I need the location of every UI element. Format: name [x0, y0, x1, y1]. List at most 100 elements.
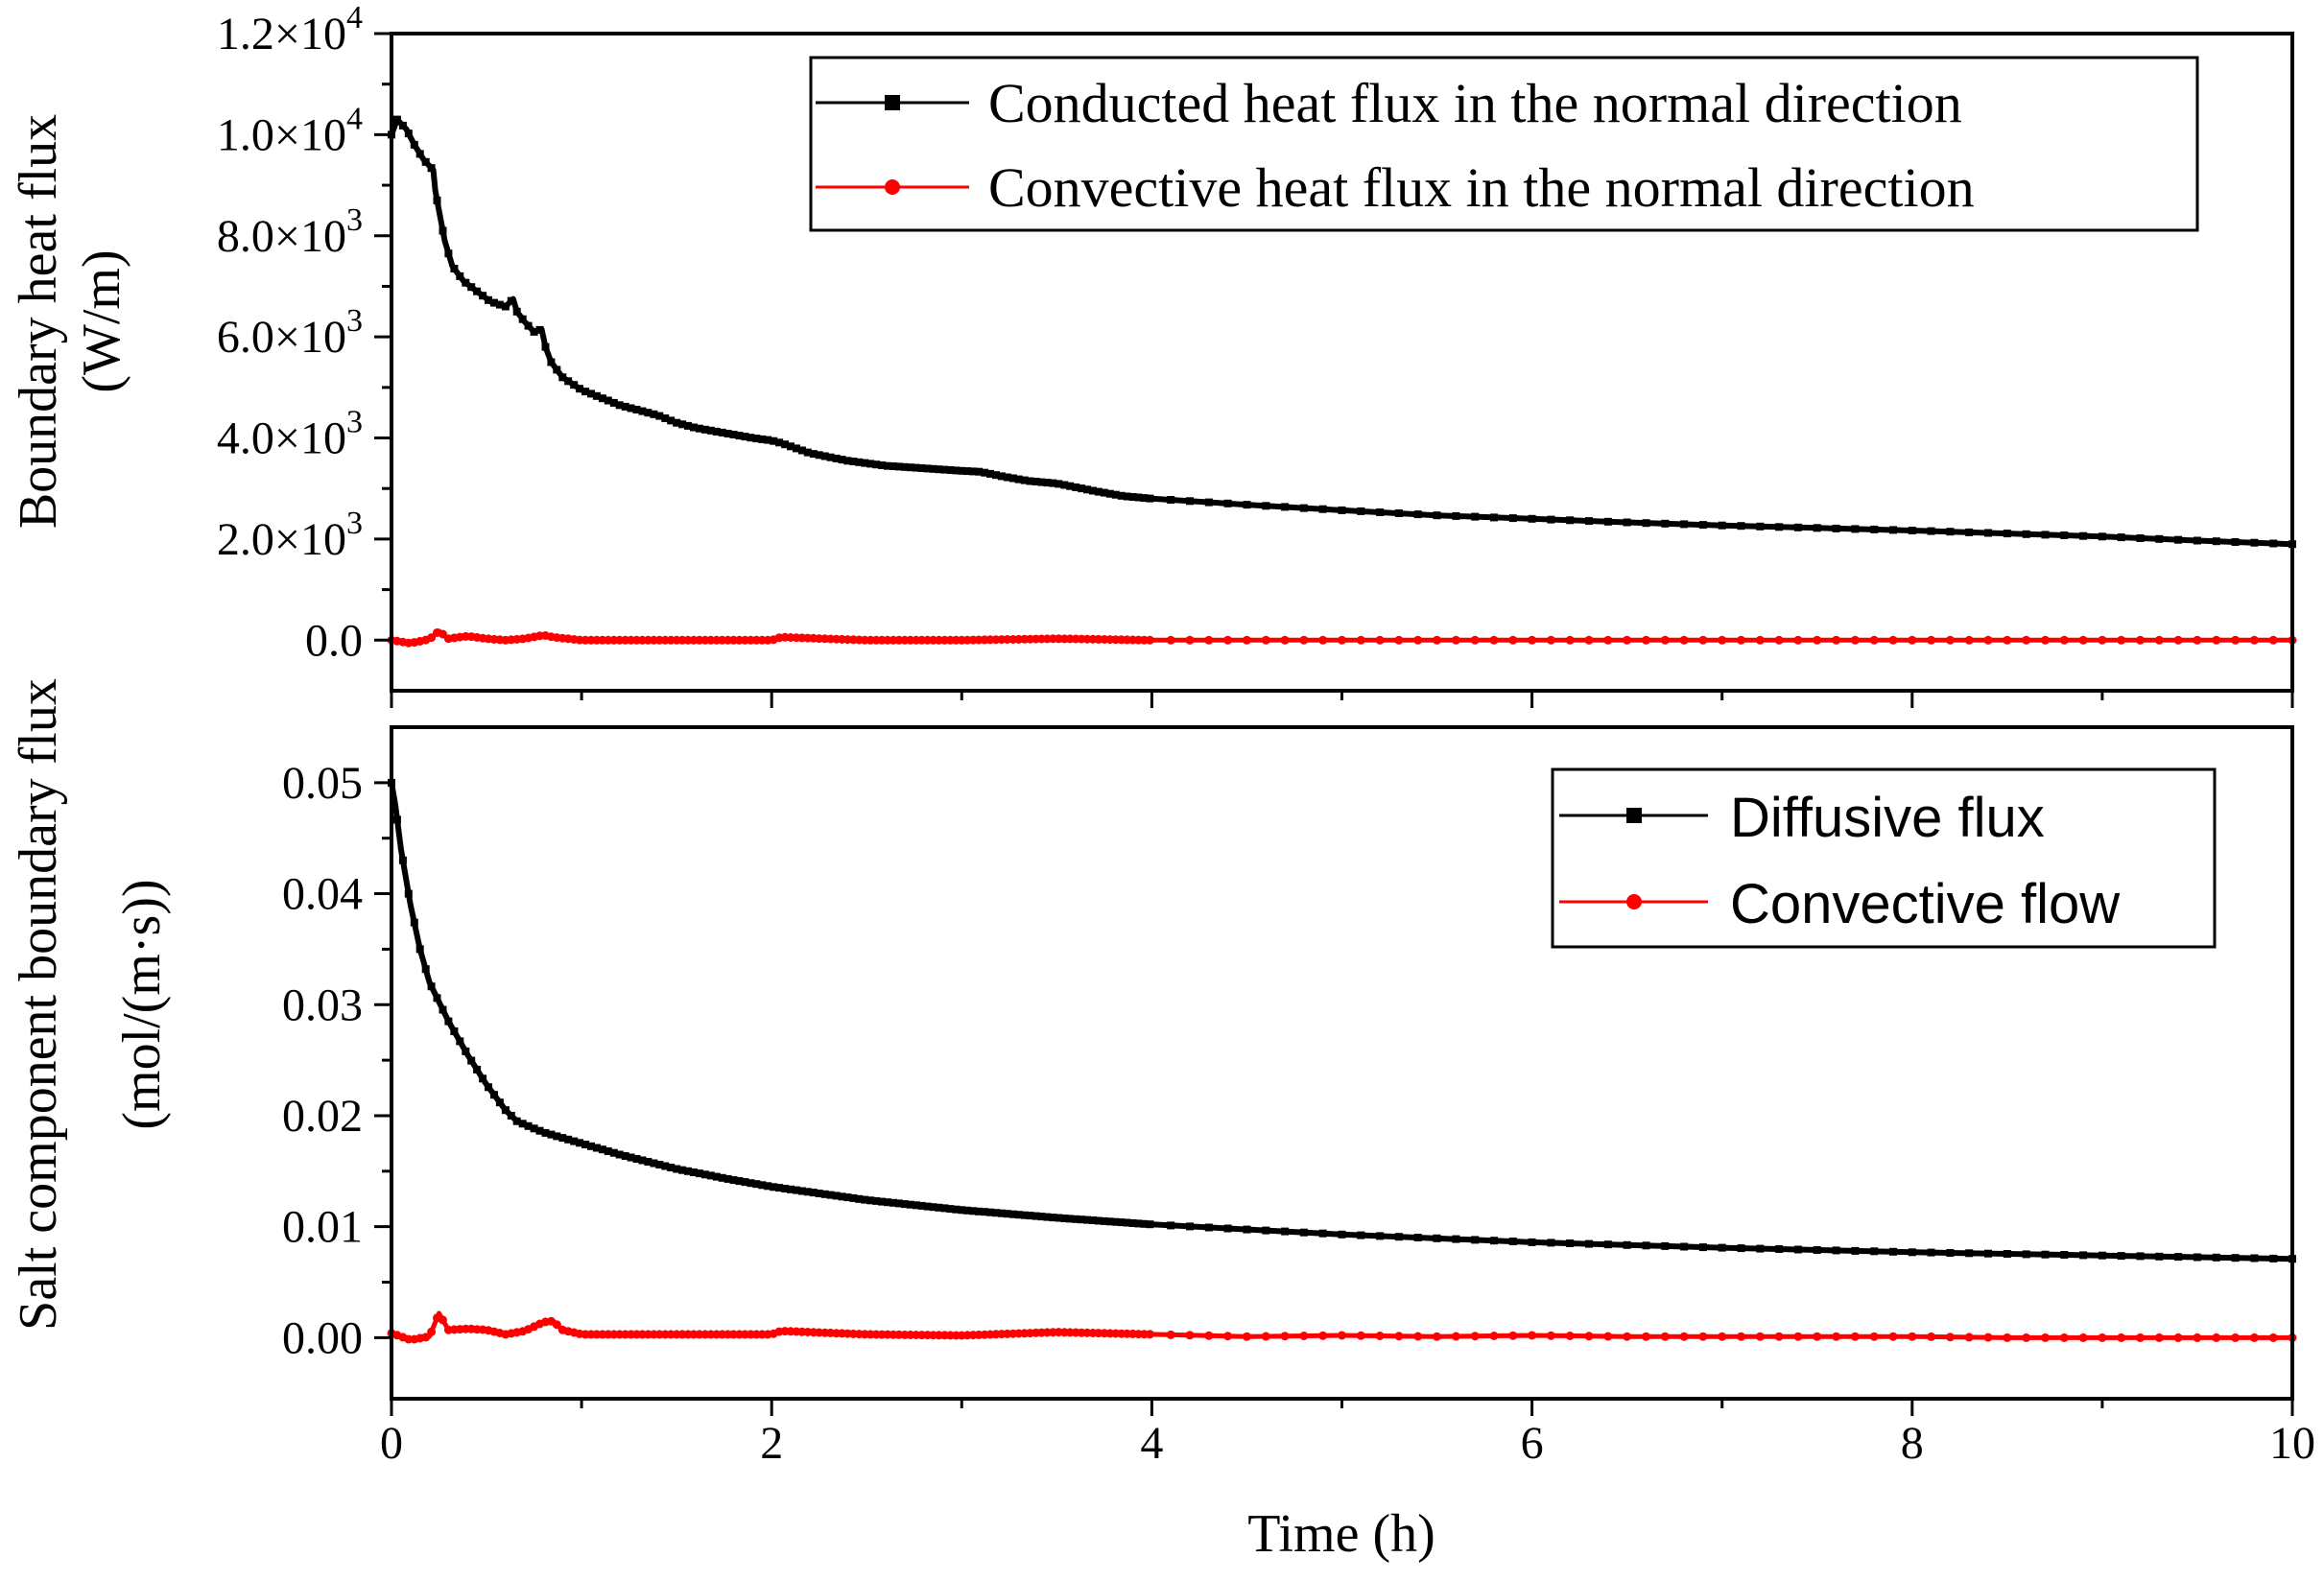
data-point [427, 982, 436, 991]
data-point [969, 467, 978, 476]
data-point [1111, 490, 1120, 499]
data-point [1134, 493, 1143, 502]
data-point [1072, 1215, 1080, 1223]
data-point [741, 1178, 749, 1187]
data-point [592, 391, 601, 400]
data-point [2249, 1333, 2259, 1342]
data-point [900, 462, 909, 471]
heat-flux-ticks [374, 32, 2294, 708]
data-point [889, 462, 897, 470]
data-point [2193, 1333, 2202, 1342]
data-point [764, 436, 772, 444]
data-point [923, 1202, 932, 1211]
data-point [741, 433, 749, 441]
x-tick-labels: 0 2 4 6 8 10 [380, 1418, 2315, 1469]
data-point [1832, 1246, 1840, 1255]
data-point [450, 265, 459, 272]
data-point [485, 1083, 492, 1092]
data-point [1338, 1230, 1346, 1239]
data-point [1603, 517, 1612, 526]
data-point [2193, 1253, 2201, 1262]
data-point [1280, 1332, 1290, 1341]
data-point [1338, 506, 1346, 514]
data-point [1908, 635, 1917, 645]
data-point [747, 1179, 755, 1188]
data-point [1261, 635, 1270, 645]
data-point [917, 1201, 926, 1210]
data-point [929, 464, 937, 473]
data-point [1661, 519, 1670, 528]
data-point [1546, 635, 1555, 645]
data-point [507, 296, 515, 305]
data-point [604, 396, 612, 405]
data-point [1262, 1226, 1270, 1235]
x-tick-label: 10 [2269, 1418, 2315, 1469]
data-point [1756, 1244, 1765, 1253]
data-point [1318, 1229, 1327, 1238]
data-point [1020, 476, 1029, 484]
data-point [604, 1147, 612, 1155]
data-point [747, 434, 755, 442]
data-point [1471, 512, 1480, 521]
heat-flux-legend: Conducted heat flux in the normal direct… [809, 56, 2199, 232]
data-point [462, 278, 470, 287]
data-point [1223, 1224, 1232, 1233]
data-point [929, 1203, 937, 1212]
data-point [1261, 1332, 1270, 1341]
data-point [1204, 1331, 1214, 1340]
data-point [1774, 635, 1784, 645]
data-point [958, 1206, 966, 1215]
data-point [958, 466, 966, 475]
data-point [1832, 524, 1840, 532]
data-point [718, 428, 726, 437]
heat-flux-series-layer [387, 115, 2297, 648]
data-point [415, 150, 424, 158]
data-point [1043, 1213, 1052, 1221]
data-point [587, 389, 595, 398]
salt-flux-y-tick-labels: 0.05 0.04 0.03 0.02 0.01 0.00 [282, 758, 363, 1364]
data-point [609, 1148, 618, 1157]
data-point [1318, 635, 1328, 645]
data-point [2059, 635, 2069, 645]
data-point [872, 460, 881, 469]
data-point [684, 1167, 692, 1175]
data-point [398, 856, 407, 864]
data-point [433, 994, 441, 1003]
data-point [2155, 534, 2164, 543]
data-point [1623, 635, 1632, 645]
data-point [997, 472, 1006, 481]
data-point [678, 1166, 687, 1174]
data-point [1603, 635, 1613, 645]
data-point [1755, 635, 1765, 645]
data-point [1078, 484, 1086, 493]
data-point [2098, 532, 2106, 541]
data-point [576, 1139, 584, 1147]
data-point [2173, 1333, 2183, 1342]
data-point [1660, 1332, 1670, 1341]
data-point [2022, 530, 2030, 538]
data-point [2022, 1250, 2030, 1259]
data-point [552, 1320, 561, 1330]
data-point [946, 1205, 955, 1214]
data-point [1060, 1215, 1069, 1222]
data-point [392, 815, 401, 824]
data-point [797, 446, 806, 455]
data-point [1679, 1332, 1689, 1341]
data-point [2249, 635, 2259, 645]
data-point [1060, 481, 1069, 489]
data-point [866, 460, 875, 468]
data-point [1049, 479, 1057, 487]
data-point [1357, 1231, 1365, 1239]
data-point [1565, 1332, 1575, 1340]
data-point [695, 424, 703, 433]
data-point [1433, 1332, 1441, 1341]
data-point [581, 388, 590, 396]
data-point [1166, 635, 1175, 645]
data-point [444, 1017, 453, 1026]
data-point [2212, 1333, 2221, 1342]
data-point [501, 302, 510, 311]
data-point [541, 342, 550, 351]
y-tick-label: 4.0×103 [217, 405, 363, 464]
data-point [975, 1207, 984, 1215]
data-point [2193, 536, 2201, 545]
